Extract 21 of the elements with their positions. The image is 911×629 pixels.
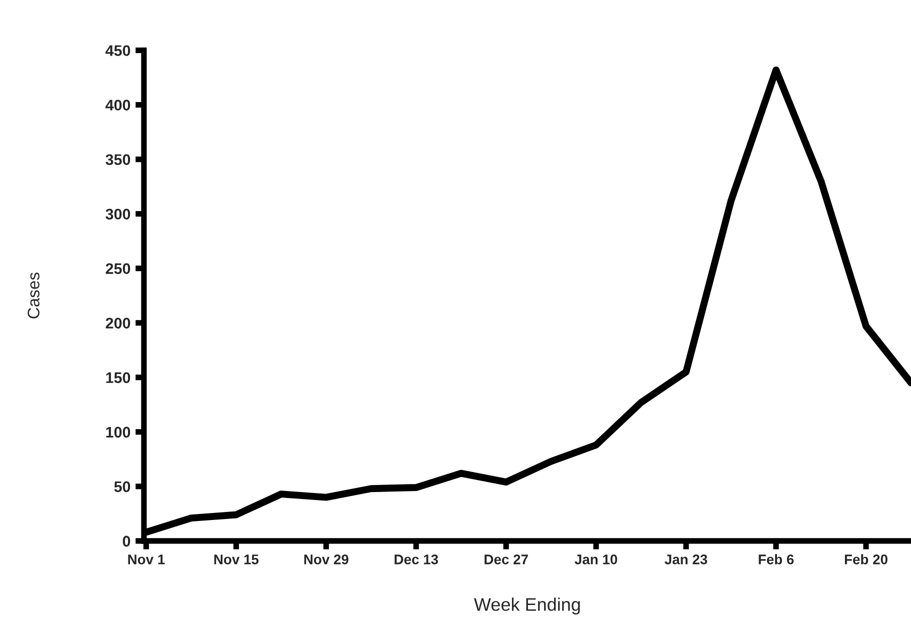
y-tick-label: 150: [106, 372, 130, 384]
x-tick-label: Nov 29: [304, 554, 348, 564]
y-tick-label: 0: [122, 536, 130, 547]
y-tick-label: 100: [106, 426, 130, 438]
y-tick-label: 200: [106, 318, 130, 329]
y-axis-title: Cases: [28, 272, 40, 318]
x-tick-label: Jan 23: [664, 554, 708, 564]
y-tick-label: 350: [106, 154, 130, 166]
x-tick-label: Nov 1: [128, 554, 165, 564]
x-tick-label: Feb 20: [844, 554, 888, 564]
x-tick-label: Feb 6: [758, 554, 794, 564]
x-tick-label: Nov 15: [214, 554, 259, 564]
y-tick-label: 250: [106, 263, 130, 274]
x-tick-label: Jan 10: [574, 554, 618, 564]
x-tick-label: Dec 13: [394, 554, 438, 564]
y-tick-label: 400: [105, 100, 130, 111]
x-tick-label: Dec 27: [484, 554, 528, 564]
y-tick-label: 450: [105, 45, 130, 56]
y-tick-label: 300: [106, 208, 130, 220]
x-axis-title: Week Ending: [474, 598, 580, 614]
y-tick-label: 50: [114, 481, 130, 492]
